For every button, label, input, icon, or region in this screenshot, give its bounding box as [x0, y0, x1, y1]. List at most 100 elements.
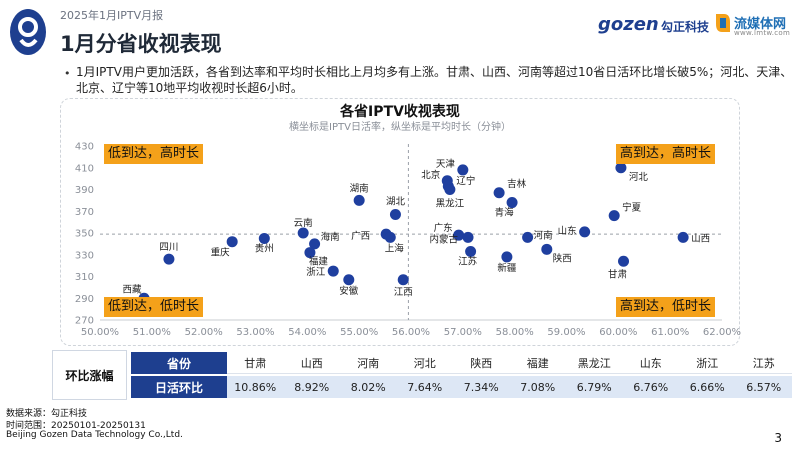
- data-point-label: 广东: [434, 222, 453, 234]
- data-point-label: 西藏: [123, 283, 143, 295]
- x-tick-label: 58.00%: [496, 327, 534, 338]
- x-tick-label: 51.00%: [133, 327, 171, 338]
- table-cell: 10.86%: [234, 380, 277, 394]
- table-row-values: 10.86% 8.92% 8.02% 7.64% 7.34% 7.08% 6.7…: [227, 376, 792, 398]
- x-tick-label: 57.00%: [444, 327, 482, 338]
- data-point-label: 天津: [436, 159, 456, 170]
- data-point: [618, 255, 630, 267]
- gozen-g-logo-icon: [10, 9, 46, 55]
- x-tick-label: 59.00%: [547, 327, 585, 338]
- x-tick-label: 53.00%: [236, 327, 274, 338]
- data-point-label: 广西: [351, 230, 370, 242]
- data-point: [506, 197, 518, 209]
- data-point: [677, 231, 689, 243]
- gozen-brand-logo: gozen: [598, 14, 659, 35]
- data-point-label: 上海: [385, 242, 405, 254]
- data-point: [579, 226, 591, 238]
- table-cell: 7.64%: [407, 380, 443, 394]
- y-tick-label: 330: [75, 250, 94, 261]
- data-point: [397, 274, 409, 286]
- quadrant-label-bottom-left: 低到达，低时长: [104, 297, 204, 317]
- footer-company: Beijing Gozen Data Technology Co.,Ltd.: [6, 430, 183, 440]
- table-row-provinces: 甘肃 山西 河南 河北 陕西 福建 黑龙江 山东 浙江 江苏: [227, 352, 792, 374]
- data-point-label: 江西: [394, 287, 413, 298]
- table-cell: 陕西: [470, 356, 493, 370]
- footer-source: 数据来源：勾正科技: [6, 409, 88, 419]
- chart-frame: [60, 98, 740, 346]
- bullet-icon: •: [64, 67, 71, 80]
- y-tick-label: 290: [75, 294, 94, 305]
- data-point-label: 甘肃: [608, 268, 627, 280]
- data-point-label: 陕西: [553, 252, 572, 264]
- data-point-label: 青海: [495, 207, 515, 219]
- data-point-label: 云南: [294, 217, 313, 229]
- data-point: [304, 247, 316, 259]
- data-point: [462, 231, 474, 243]
- table-cell: 6.57%: [746, 380, 782, 394]
- data-point-label: 福建: [309, 256, 329, 268]
- table-cell: 6.79%: [576, 380, 612, 394]
- chart-subtitle: 横坐标是IPTV日活率，纵坐标是平均时长（分钟）: [289, 122, 511, 133]
- y-tick-label: 430: [75, 142, 94, 153]
- table-cell: 7.34%: [463, 380, 499, 394]
- table-cell: 8.92%: [294, 380, 330, 394]
- data-point: [457, 164, 469, 176]
- growth-table: 环比涨幅 省份 日活环比 甘肃 山西 河南 河北 陕西 福建 黑龙江 山东 浙江…: [52, 350, 792, 400]
- footer-time-range: 时间范围：20250101-20250131: [6, 421, 146, 431]
- data-point-label: 江苏: [458, 255, 478, 267]
- data-point: [453, 229, 465, 241]
- table-cell: 江苏: [752, 356, 775, 370]
- quadrant-label-top-left: 低到达，高时长: [104, 144, 204, 164]
- data-point-label: 北京: [421, 169, 440, 181]
- table-cell: 甘肃: [244, 356, 267, 370]
- data-point-label: 湖南: [350, 182, 369, 194]
- table-cell: 浙江: [696, 356, 719, 370]
- x-tick-label: 50.00%: [81, 327, 119, 338]
- data-point-label: 新疆: [497, 262, 517, 274]
- x-tick-label: 52.00%: [185, 327, 223, 338]
- data-point-label: 四川: [159, 242, 178, 253]
- data-point: [343, 274, 355, 286]
- data-point-label: 湖北: [386, 197, 406, 208]
- y-tick-label: 390: [75, 185, 94, 196]
- data-point-label: 内蒙古: [430, 233, 459, 245]
- data-point: [226, 236, 238, 248]
- data-point-label: 山东: [558, 225, 577, 237]
- x-tick-label: 62.00%: [703, 327, 741, 338]
- lmtw-brand-url: www.lmtw.com: [734, 29, 791, 37]
- table-cell: 6.76%: [633, 380, 669, 394]
- report-name: 2025年1月IPTV月报: [60, 9, 164, 22]
- data-point: [608, 210, 620, 222]
- table-head-label: 环比涨幅: [52, 350, 127, 400]
- table-cell: 8.02%: [350, 380, 386, 394]
- quadrant-label-bottom-right: 高到达，低时长: [616, 297, 716, 317]
- y-tick-label: 310: [75, 272, 94, 283]
- data-point-label: 宁夏: [622, 202, 642, 214]
- data-point: [163, 253, 175, 265]
- y-tick-label: 270: [75, 316, 94, 327]
- data-point-label: 河南: [534, 229, 553, 241]
- data-point: [444, 184, 456, 195]
- table-cell: 福建: [526, 356, 549, 370]
- data-point: [309, 238, 321, 250]
- data-point-label: 贵州: [255, 242, 274, 254]
- y-tick-label: 350: [75, 229, 94, 240]
- table-cell: 山西: [300, 356, 323, 370]
- y-tick-label: 370: [75, 207, 94, 218]
- page-title: 1月分省收视表现: [60, 32, 222, 56]
- data-point: [297, 227, 309, 239]
- x-tick-label: 55.00%: [340, 327, 378, 338]
- data-point-label: 安徽: [339, 285, 359, 297]
- header-band: 2025年1月IPTV月报 1月分省收视表现 gozen 勾正科技 流媒体网 w…: [0, 0, 800, 66]
- data-point-label: 浙江: [306, 266, 326, 278]
- x-tick-label: 56.00%: [392, 327, 430, 338]
- data-point: [384, 231, 396, 243]
- x-tick-label: 61.00%: [651, 327, 689, 338]
- page-number: 3: [774, 431, 782, 445]
- table-row-label-growth: 日活环比: [131, 376, 227, 398]
- lmtw-logo-icon: [716, 14, 730, 32]
- data-point: [258, 232, 270, 244]
- data-point: [327, 265, 339, 277]
- data-point-label: 山西: [691, 233, 710, 244]
- data-point: [353, 194, 365, 206]
